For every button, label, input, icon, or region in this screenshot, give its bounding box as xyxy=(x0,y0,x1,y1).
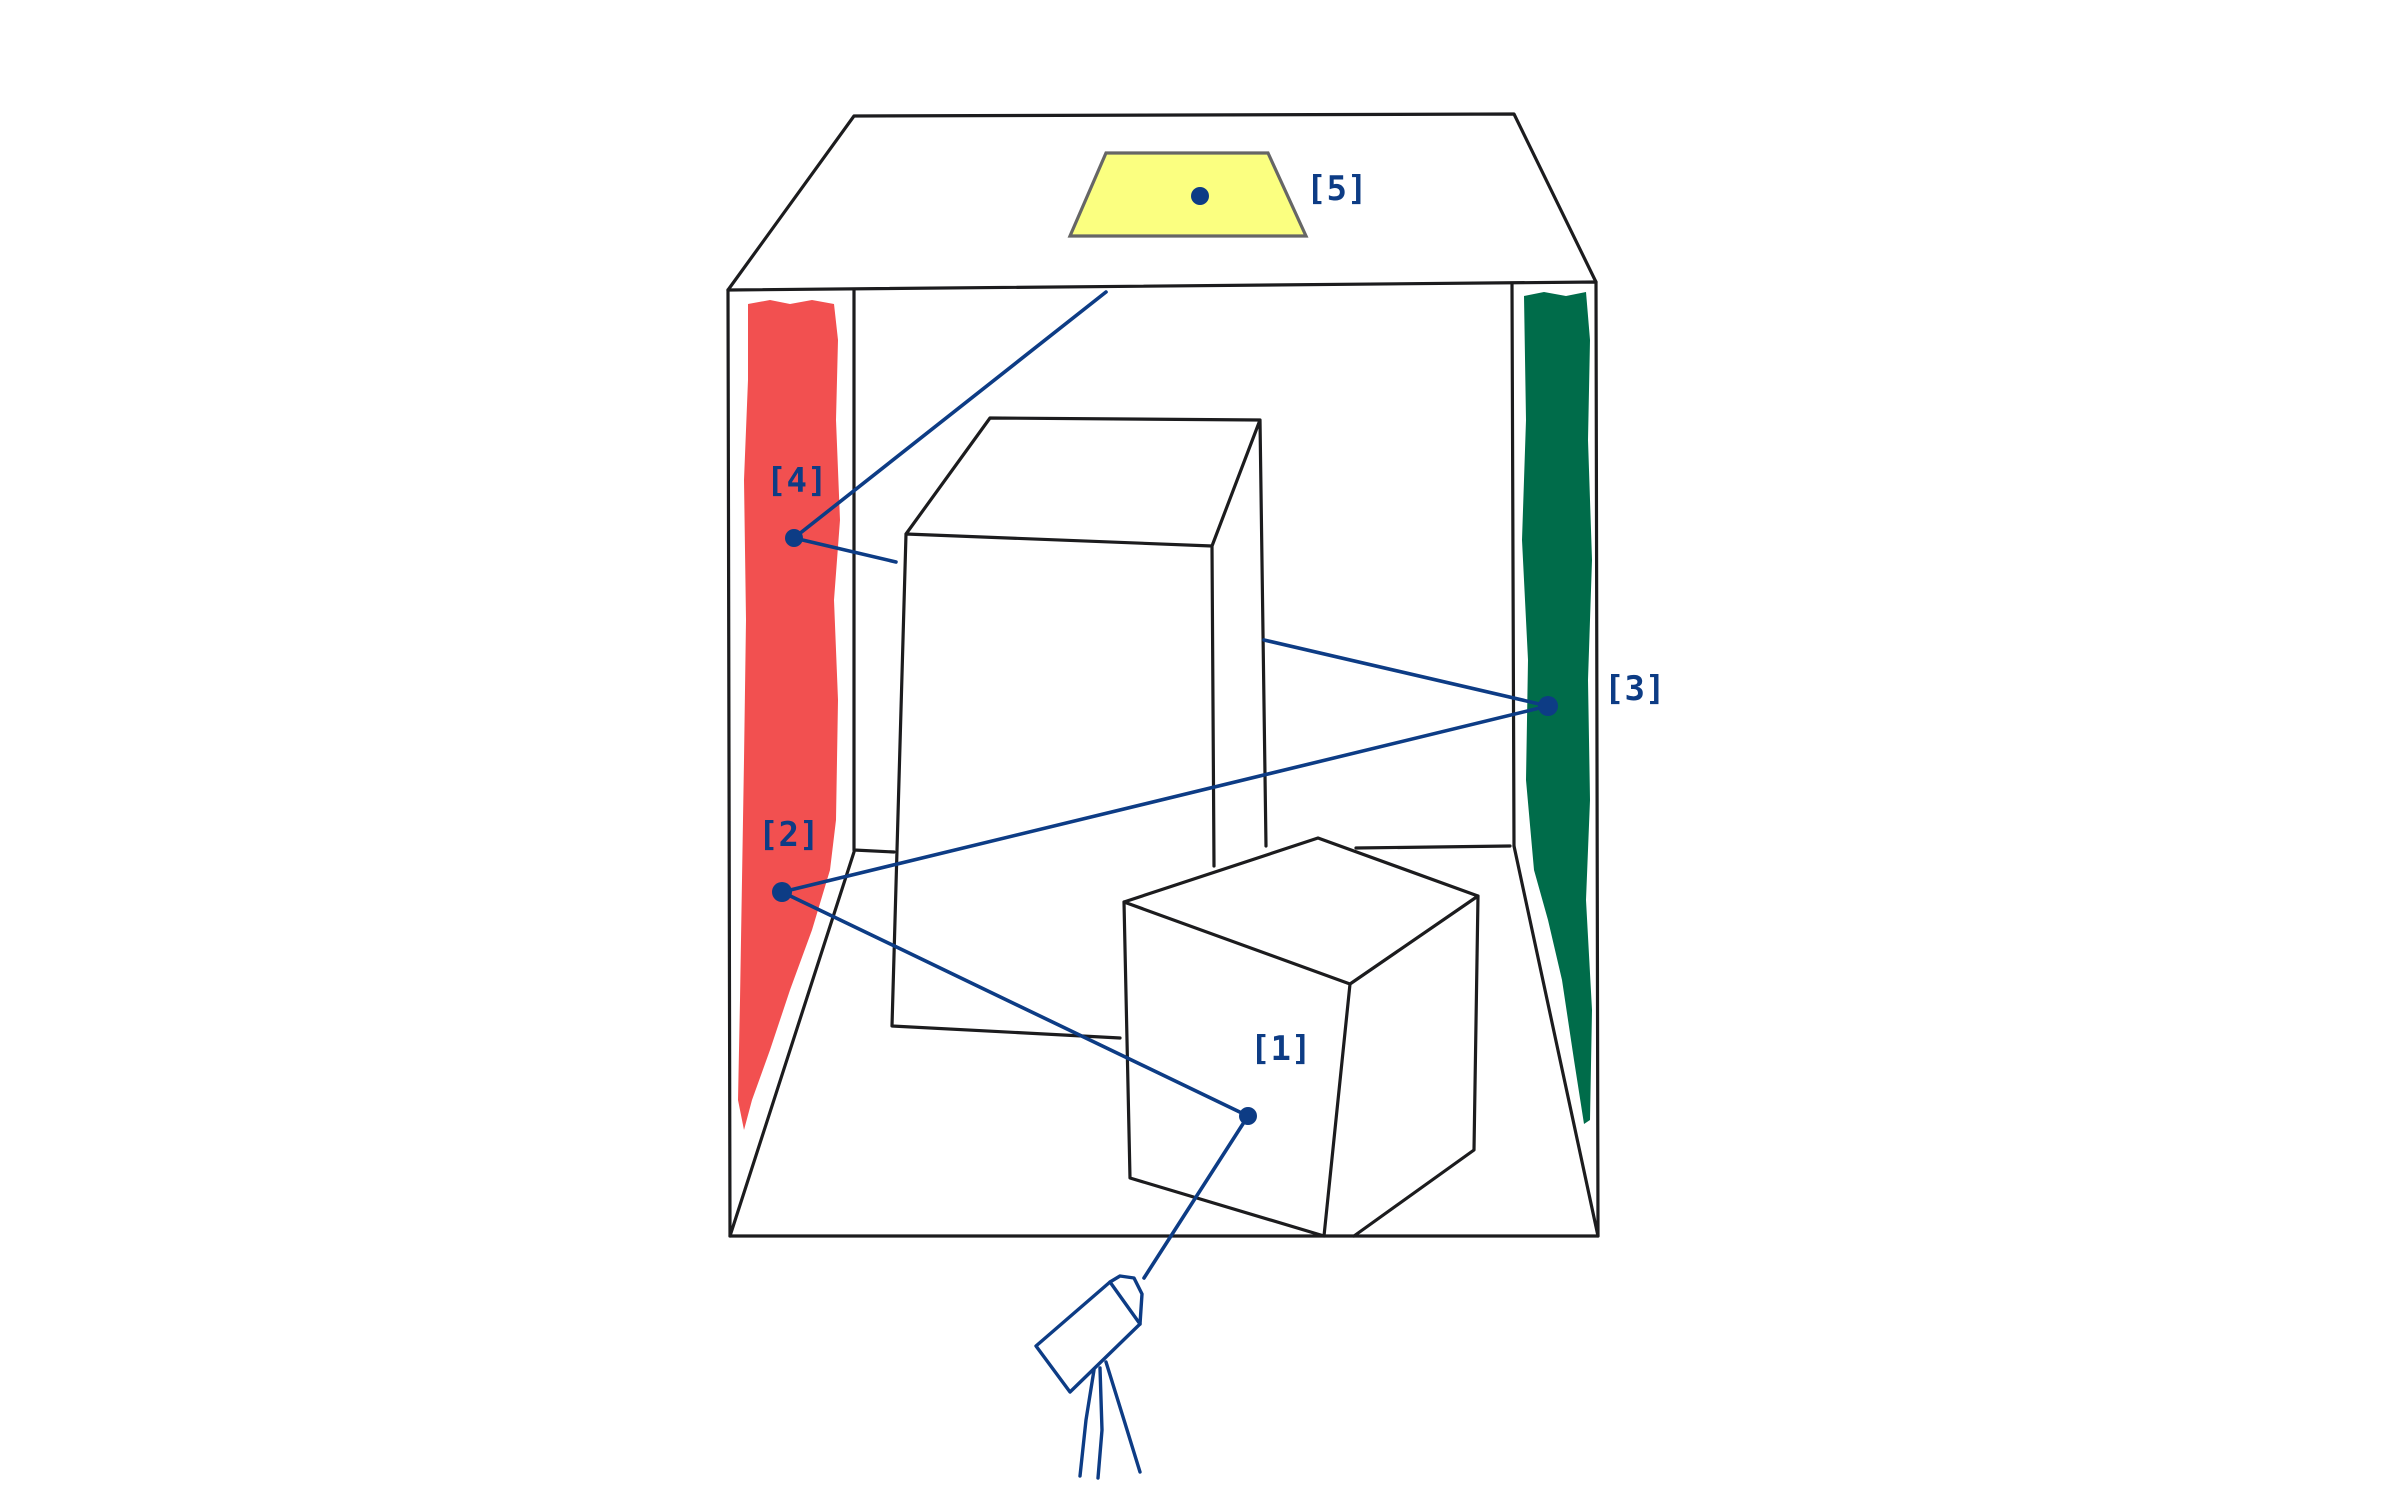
ray-point-1-to-point-2 xyxy=(780,890,1250,1118)
ceiling-light xyxy=(1070,153,1306,236)
room-back-left-edge xyxy=(852,288,896,854)
label-2: [2] xyxy=(758,815,819,855)
vertex-3 xyxy=(1538,696,1558,716)
camera-body xyxy=(1034,1280,1142,1394)
label-5: [5] xyxy=(1306,169,1367,209)
vertex-2 xyxy=(772,882,792,902)
camera-icon xyxy=(1034,1274,1144,1480)
light-paths xyxy=(780,290,1550,1280)
left-wall-red-strip xyxy=(738,300,840,1130)
label-1: [1] xyxy=(1250,1029,1311,1069)
vertex-4 xyxy=(785,529,803,547)
ray-tall-box-to-point-4 xyxy=(792,536,898,564)
room-back-right-edge xyxy=(1354,282,1516,850)
short-box-outline xyxy=(1122,836,1480,1238)
ceiling-light-border xyxy=(1067,151,1309,238)
label-3: [3] xyxy=(1604,669,1665,709)
ray-point-2-to-point-3 xyxy=(780,704,1550,894)
tall-box-outline xyxy=(890,416,1268,1040)
room-floor-right-edge xyxy=(1512,844,1600,1238)
ray-point-4-to-light xyxy=(792,290,1108,540)
camera-tripod xyxy=(1078,1360,1142,1480)
path-vertices xyxy=(772,187,1558,1125)
room-front-frame xyxy=(726,280,1600,1238)
room-ceiling xyxy=(726,112,1598,292)
vertex-1 xyxy=(1239,1107,1257,1125)
camera-lens xyxy=(1108,1274,1144,1326)
label-4: [4] xyxy=(766,461,827,501)
ray-camera-to-point-1 xyxy=(1142,1114,1250,1280)
vertex-5 xyxy=(1191,187,1209,205)
vertex-labels: [1] [2] [3] [4] [5] xyxy=(758,169,1665,1069)
ray-point-3-to-tall-box xyxy=(1262,638,1550,708)
